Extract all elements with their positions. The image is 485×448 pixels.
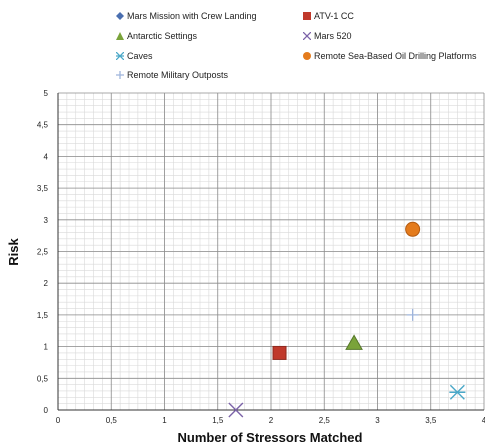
legend-item-mars520: Mars 520: [303, 31, 352, 41]
data-point-circle: [405, 221, 421, 237]
legend-item-mars-mission: Mars Mission with Crew Landing: [116, 11, 257, 21]
x-tick-label: 2,5: [319, 416, 331, 425]
y-tick-label: 1,5: [37, 311, 49, 320]
data-point-x: [228, 402, 244, 418]
legend-label: Mars 520: [314, 31, 352, 41]
x-tick-label: 2: [269, 416, 274, 425]
circle-marker-icon: [303, 52, 311, 60]
data-point-plus: [406, 308, 419, 321]
legend-label: Antarctic Settings: [127, 31, 198, 41]
y-tick-label: 3,5: [37, 184, 49, 193]
axes: [57, 93, 484, 411]
data-point-asterisk: [449, 384, 466, 400]
legend-item-atv: ATV-1 CC: [303, 11, 354, 21]
legend-item-oil-platforms: Remote Sea-Based Oil Drilling Platforms: [303, 51, 477, 61]
y-tick-label: 1: [44, 343, 49, 352]
legend-label: Caves: [127, 51, 153, 61]
data-point-triangle: [345, 334, 363, 350]
y-tick-label: 0: [44, 406, 49, 415]
legend-label: Mars Mission with Crew Landing: [127, 11, 257, 21]
y-tick-label: 2,5: [37, 248, 49, 257]
y-tick-label: 0,5: [37, 374, 49, 383]
x-tick-label: 1,5: [212, 416, 224, 425]
y-tick-label: 4: [44, 152, 49, 161]
x-marker-icon: [303, 32, 311, 40]
legend-label: Remote Military Outposts: [127, 70, 229, 80]
y-axis-title: Risk: [6, 238, 21, 266]
grid: [57, 92, 485, 411]
legend: Mars Mission with Crew Landing ATV-1 CC …: [0, 0, 485, 85]
legend-label: ATV-1 CC: [314, 11, 354, 21]
x-tick-label: 0: [56, 416, 61, 425]
tick-labels: 0 0,5 1 1,5 2 2,5 3 3,5 4 0 0,5 1 1,5 2 2,5 3 3,5 4 4,5 5: [37, 89, 485, 425]
y-tick-label: 3: [44, 216, 49, 225]
data-point-square: [272, 345, 287, 360]
y-tick-label: 2: [44, 279, 49, 288]
x-tick-label: 0,5: [106, 416, 118, 425]
x-tick-label: 3,5: [425, 416, 437, 425]
y-tick-label: 5: [44, 89, 49, 98]
legend-item-antarctic: Antarctic Settings: [116, 31, 197, 41]
square-marker-icon: [303, 12, 311, 20]
x-tick-label: 3: [375, 416, 380, 425]
legend-item-military: Remote Military Outposts: [116, 70, 228, 80]
diamond-marker-icon: [116, 12, 124, 20]
x-tick-label: 4: [482, 416, 485, 425]
legend-label: Remote Sea-Based Oil Drilling Platforms: [314, 51, 477, 61]
data-points: [228, 221, 466, 418]
triangle-marker-icon: [116, 32, 124, 40]
asterisk-marker-icon: [116, 52, 124, 60]
x-tick-label: 1: [162, 416, 167, 425]
legend-item-caves: Caves: [116, 51, 153, 61]
y-tick-label: 4,5: [37, 121, 49, 130]
x-axis-title: Number of Stressors Matched: [178, 430, 363, 445]
plus-marker-icon: [116, 71, 124, 79]
